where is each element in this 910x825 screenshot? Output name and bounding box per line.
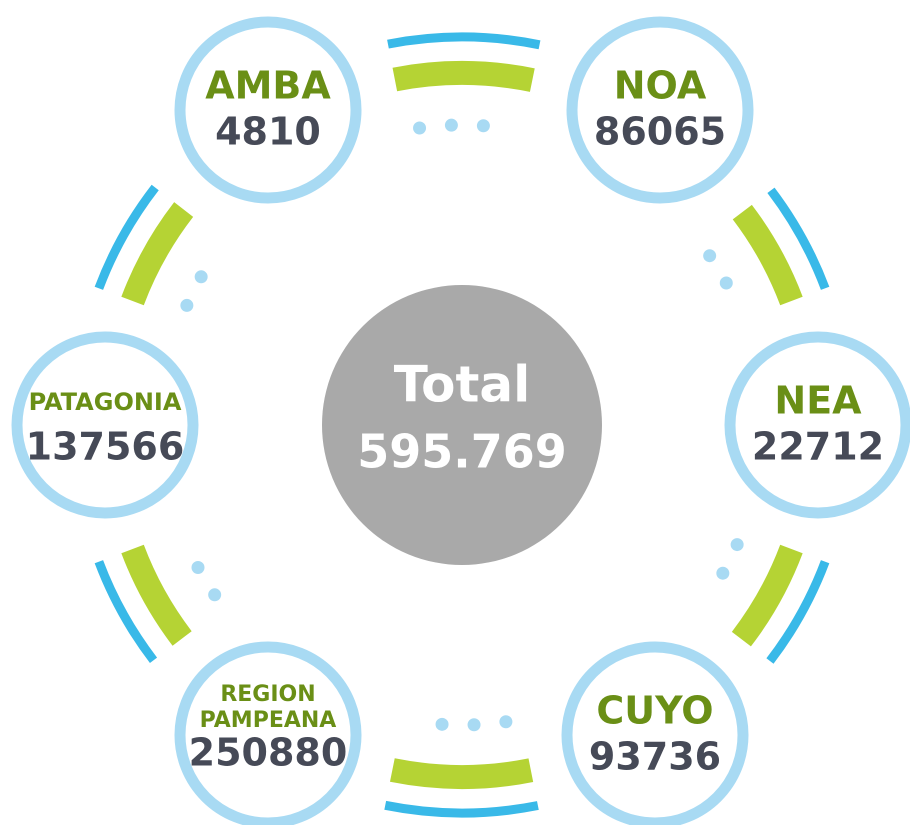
center-value: 595.769	[357, 425, 567, 479]
node: PATAGONIA 137566	[11, 331, 199, 519]
node-label: CUYO	[596, 689, 713, 733]
blue-arc	[767, 187, 830, 290]
green-arc	[732, 204, 803, 306]
node-value: 4810	[215, 110, 321, 154]
node-value: 22712	[752, 425, 884, 469]
rings	[94, 32, 830, 818]
node-circle	[724, 331, 910, 519]
green-arc	[121, 544, 192, 646]
node-label: NOA	[614, 64, 707, 108]
node-value: 86065	[594, 110, 726, 154]
dotted-arc	[180, 246, 223, 312]
blue-arc	[94, 184, 159, 290]
node-value: 137566	[26, 425, 185, 469]
node-label: NEA	[774, 379, 862, 423]
dotted-arc	[410, 715, 513, 732]
node-label: AMBA	[205, 64, 331, 108]
dotted-arc	[180, 538, 222, 602]
green-arc	[121, 202, 194, 306]
node-circle	[566, 16, 754, 204]
node-value: 250880	[189, 731, 348, 775]
node-circle	[174, 641, 362, 825]
node-circle	[11, 331, 199, 519]
dotted-arc	[703, 249, 744, 312]
green-arc	[389, 758, 534, 789]
center-circle	[322, 285, 602, 565]
dotted-arc	[702, 538, 744, 602]
node-value: 93736	[589, 735, 721, 779]
blue-arc	[94, 560, 158, 664]
blue-arc	[766, 560, 830, 664]
node-circle	[174, 16, 362, 204]
center-label: Total	[394, 356, 531, 414]
blue-arc	[387, 32, 541, 50]
blue-arc	[384, 800, 539, 818]
node-circle	[561, 641, 749, 825]
node-label: PATAGONIA	[29, 388, 182, 416]
dotted-arc	[413, 118, 514, 135]
green-arc	[392, 61, 535, 92]
node-label: REGION PAMPEANA	[200, 682, 337, 733]
green-arc	[731, 544, 803, 647]
